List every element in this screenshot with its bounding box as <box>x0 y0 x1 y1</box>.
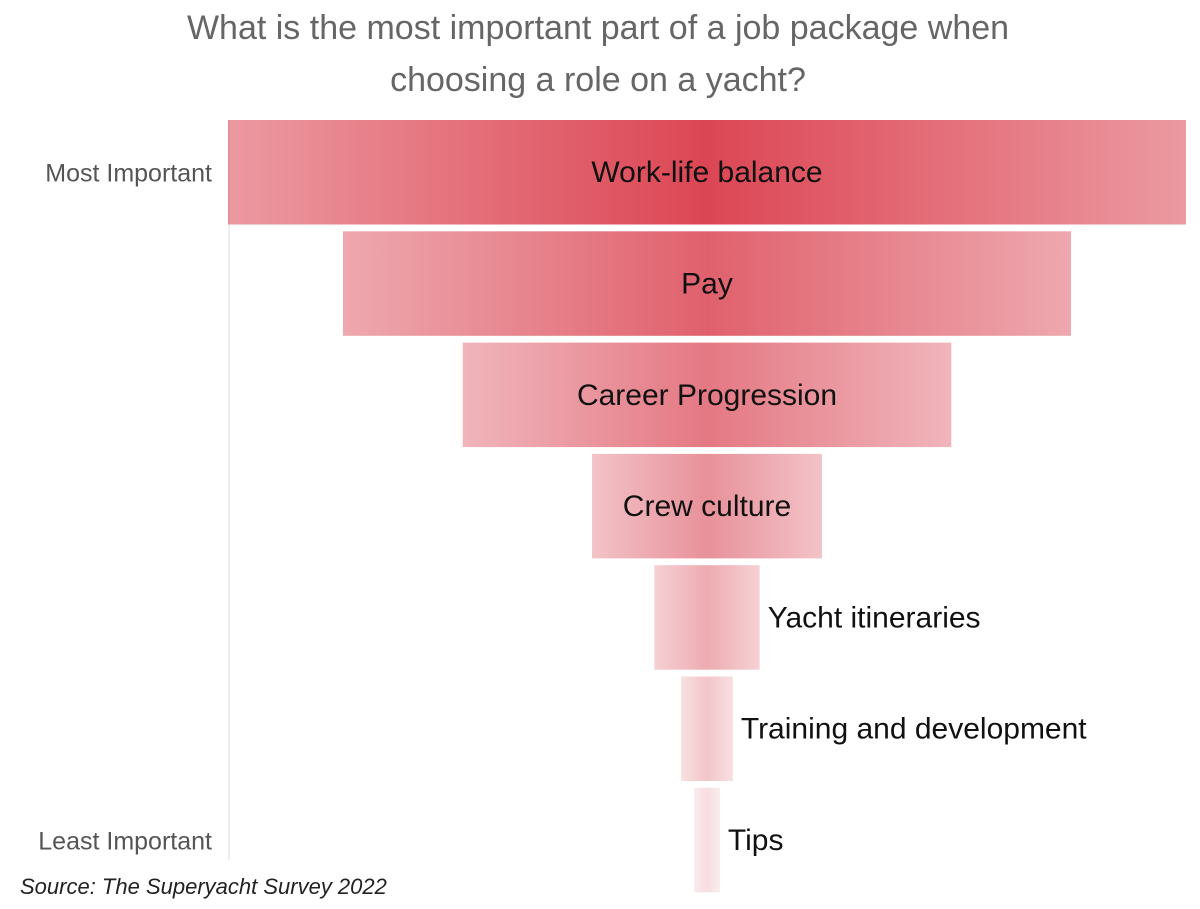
chart-title: What is the most important part of a job… <box>187 9 1009 47</box>
funnel-bar <box>462 342 952 448</box>
funnel-bar <box>228 120 1186 225</box>
category-label: Yacht itineraries <box>768 601 981 634</box>
category-label: Tips <box>728 824 784 857</box>
source: Source: The Superyacht Survey 2022 <box>20 874 387 899</box>
funnel-bar <box>681 676 733 781</box>
top-label: Most Important <box>45 160 212 188</box>
funnel-bar <box>342 231 1072 336</box>
category-label: Pay <box>681 267 733 300</box>
funnel-bar <box>592 453 822 559</box>
bottom-label: Least Important <box>38 828 212 856</box>
funnel-bar <box>694 787 720 893</box>
category-label: Training and development <box>741 713 1087 746</box>
category-label: Work-life balance <box>591 156 822 189</box>
category-label: Career Progression <box>577 379 837 412</box>
category-label: Crew culture <box>623 490 791 523</box>
chart-title: choosing a role on a yacht? <box>390 61 806 99</box>
funnel-bar <box>654 565 760 670</box>
